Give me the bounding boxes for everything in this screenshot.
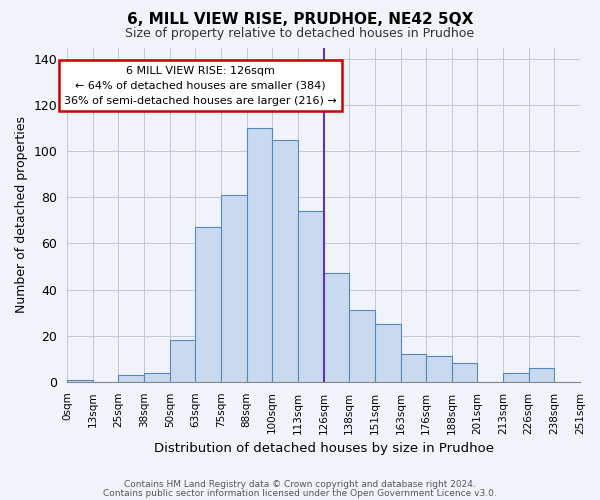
Bar [298,211,323,382]
Bar [144,372,170,382]
Bar [118,375,144,382]
Text: 6 MILL VIEW RISE: 126sqm
← 64% of detached houses are smaller (384)
36% of semi-: 6 MILL VIEW RISE: 126sqm ← 64% of detach… [64,66,337,106]
Bar [503,372,529,382]
X-axis label: Distribution of detached houses by size in Prudhoe: Distribution of detached houses by size … [154,442,494,455]
Bar [401,354,426,382]
Bar [349,310,375,382]
Text: Size of property relative to detached houses in Prudhoe: Size of property relative to detached ho… [125,28,475,40]
Bar [452,364,478,382]
Bar [375,324,401,382]
Text: Contains public sector information licensed under the Open Government Licence v3: Contains public sector information licen… [103,488,497,498]
Bar [170,340,196,382]
Y-axis label: Number of detached properties: Number of detached properties [15,116,28,313]
Bar [247,128,272,382]
Bar [426,356,452,382]
Bar [323,274,349,382]
Bar [272,140,298,382]
Bar [196,228,221,382]
Text: Contains HM Land Registry data © Crown copyright and database right 2024.: Contains HM Land Registry data © Crown c… [124,480,476,489]
Text: 6, MILL VIEW RISE, PRUDHOE, NE42 5QX: 6, MILL VIEW RISE, PRUDHOE, NE42 5QX [127,12,473,28]
Bar [67,380,93,382]
Bar [529,368,554,382]
Bar [221,195,247,382]
